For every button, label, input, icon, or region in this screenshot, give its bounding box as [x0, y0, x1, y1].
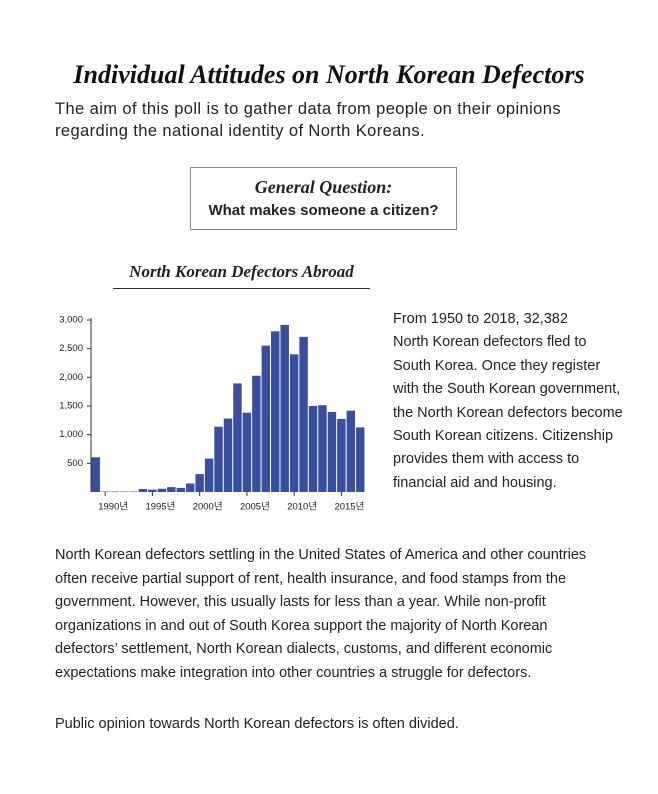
subtitle: regarding the national identity of North… — [55, 122, 425, 140]
y-tick-label: 1,000 — [59, 429, 83, 440]
y-tick-label: 500 — [67, 458, 83, 469]
bar — [252, 375, 261, 492]
y-tick-label: 3,000 — [59, 315, 83, 326]
body-line: government. However, this usually lasts … — [55, 594, 546, 611]
side-text-line: South Korea. Once they register — [393, 357, 601, 374]
x-tick-label: 1990년 — [98, 502, 128, 513]
y-tick-label: 1,500 — [59, 401, 83, 412]
question-box: General Question: What makes someone a c… — [190, 167, 457, 230]
question: What makes someone a citizen? — [208, 202, 439, 219]
bar — [157, 488, 167, 492]
question-label: General Question: — [254, 177, 393, 197]
bar — [195, 474, 204, 492]
bar — [327, 411, 337, 492]
bar — [233, 383, 242, 492]
side-text-line: financial aid and housing. — [393, 474, 557, 491]
bar — [318, 405, 327, 492]
title: Individual Attitudes on North Korean Def… — [73, 60, 585, 89]
x-tick-label: 2015년 — [334, 502, 364, 513]
side-text-line: North Korean defectors fled to — [393, 334, 587, 351]
bar — [100, 491, 110, 492]
bar — [185, 483, 195, 492]
bar — [271, 331, 280, 492]
body-line: North Korean defectors settling in the U… — [55, 547, 587, 563]
side-text-line: with the South Korean government, — [393, 381, 621, 398]
side-text-line: the North Korean defectors become — [393, 404, 623, 421]
side-text-line: South Korean citizens. Citizenship — [393, 428, 614, 444]
y-tick-label: 2,000 — [59, 372, 83, 383]
bar — [337, 418, 346, 492]
bar — [280, 324, 289, 492]
bar — [214, 426, 223, 492]
bar — [299, 336, 308, 492]
bar — [176, 487, 185, 492]
bar — [167, 487, 176, 492]
chart-title: North Korean Defectors Abroad — [113, 262, 370, 289]
y-tick-label: 2,500 — [59, 343, 83, 354]
side-text-line: From 1950 to 2018, 32,382 — [393, 311, 568, 327]
bar — [138, 489, 148, 492]
bar — [356, 427, 365, 492]
chart: 500 1,000 1,500 2,000 2,500 3,000 1990년 1995년 20… — [59, 315, 365, 513]
closing: Public opinion towards North Korean defe… — [55, 716, 459, 732]
bar — [223, 418, 233, 492]
x-tick-label: 1995년 — [145, 502, 175, 513]
bar — [204, 458, 214, 492]
bar — [242, 412, 252, 492]
bar — [308, 405, 318, 492]
bar — [261, 345, 271, 492]
x-tick-label: 2010년 — [287, 502, 317, 513]
body-line: defectors’ settlement, North Korean dial… — [55, 641, 553, 658]
body-line: expectations make integration into other… — [55, 665, 532, 681]
side-text-line: provides them with access to — [393, 451, 580, 468]
subtitle: The aim of this poll is to gather data f… — [55, 100, 561, 118]
bar — [148, 489, 157, 492]
x-tick-label: 2005년 — [240, 502, 270, 513]
bar — [110, 491, 119, 492]
body-line: organizations in and out of South Korea … — [55, 617, 548, 634]
bar — [91, 457, 100, 492]
body-line: often receive partial support of rent, h… — [55, 570, 567, 587]
bar — [346, 410, 356, 492]
bar — [289, 354, 299, 492]
x-tick-label: 2000년 — [193, 502, 223, 513]
